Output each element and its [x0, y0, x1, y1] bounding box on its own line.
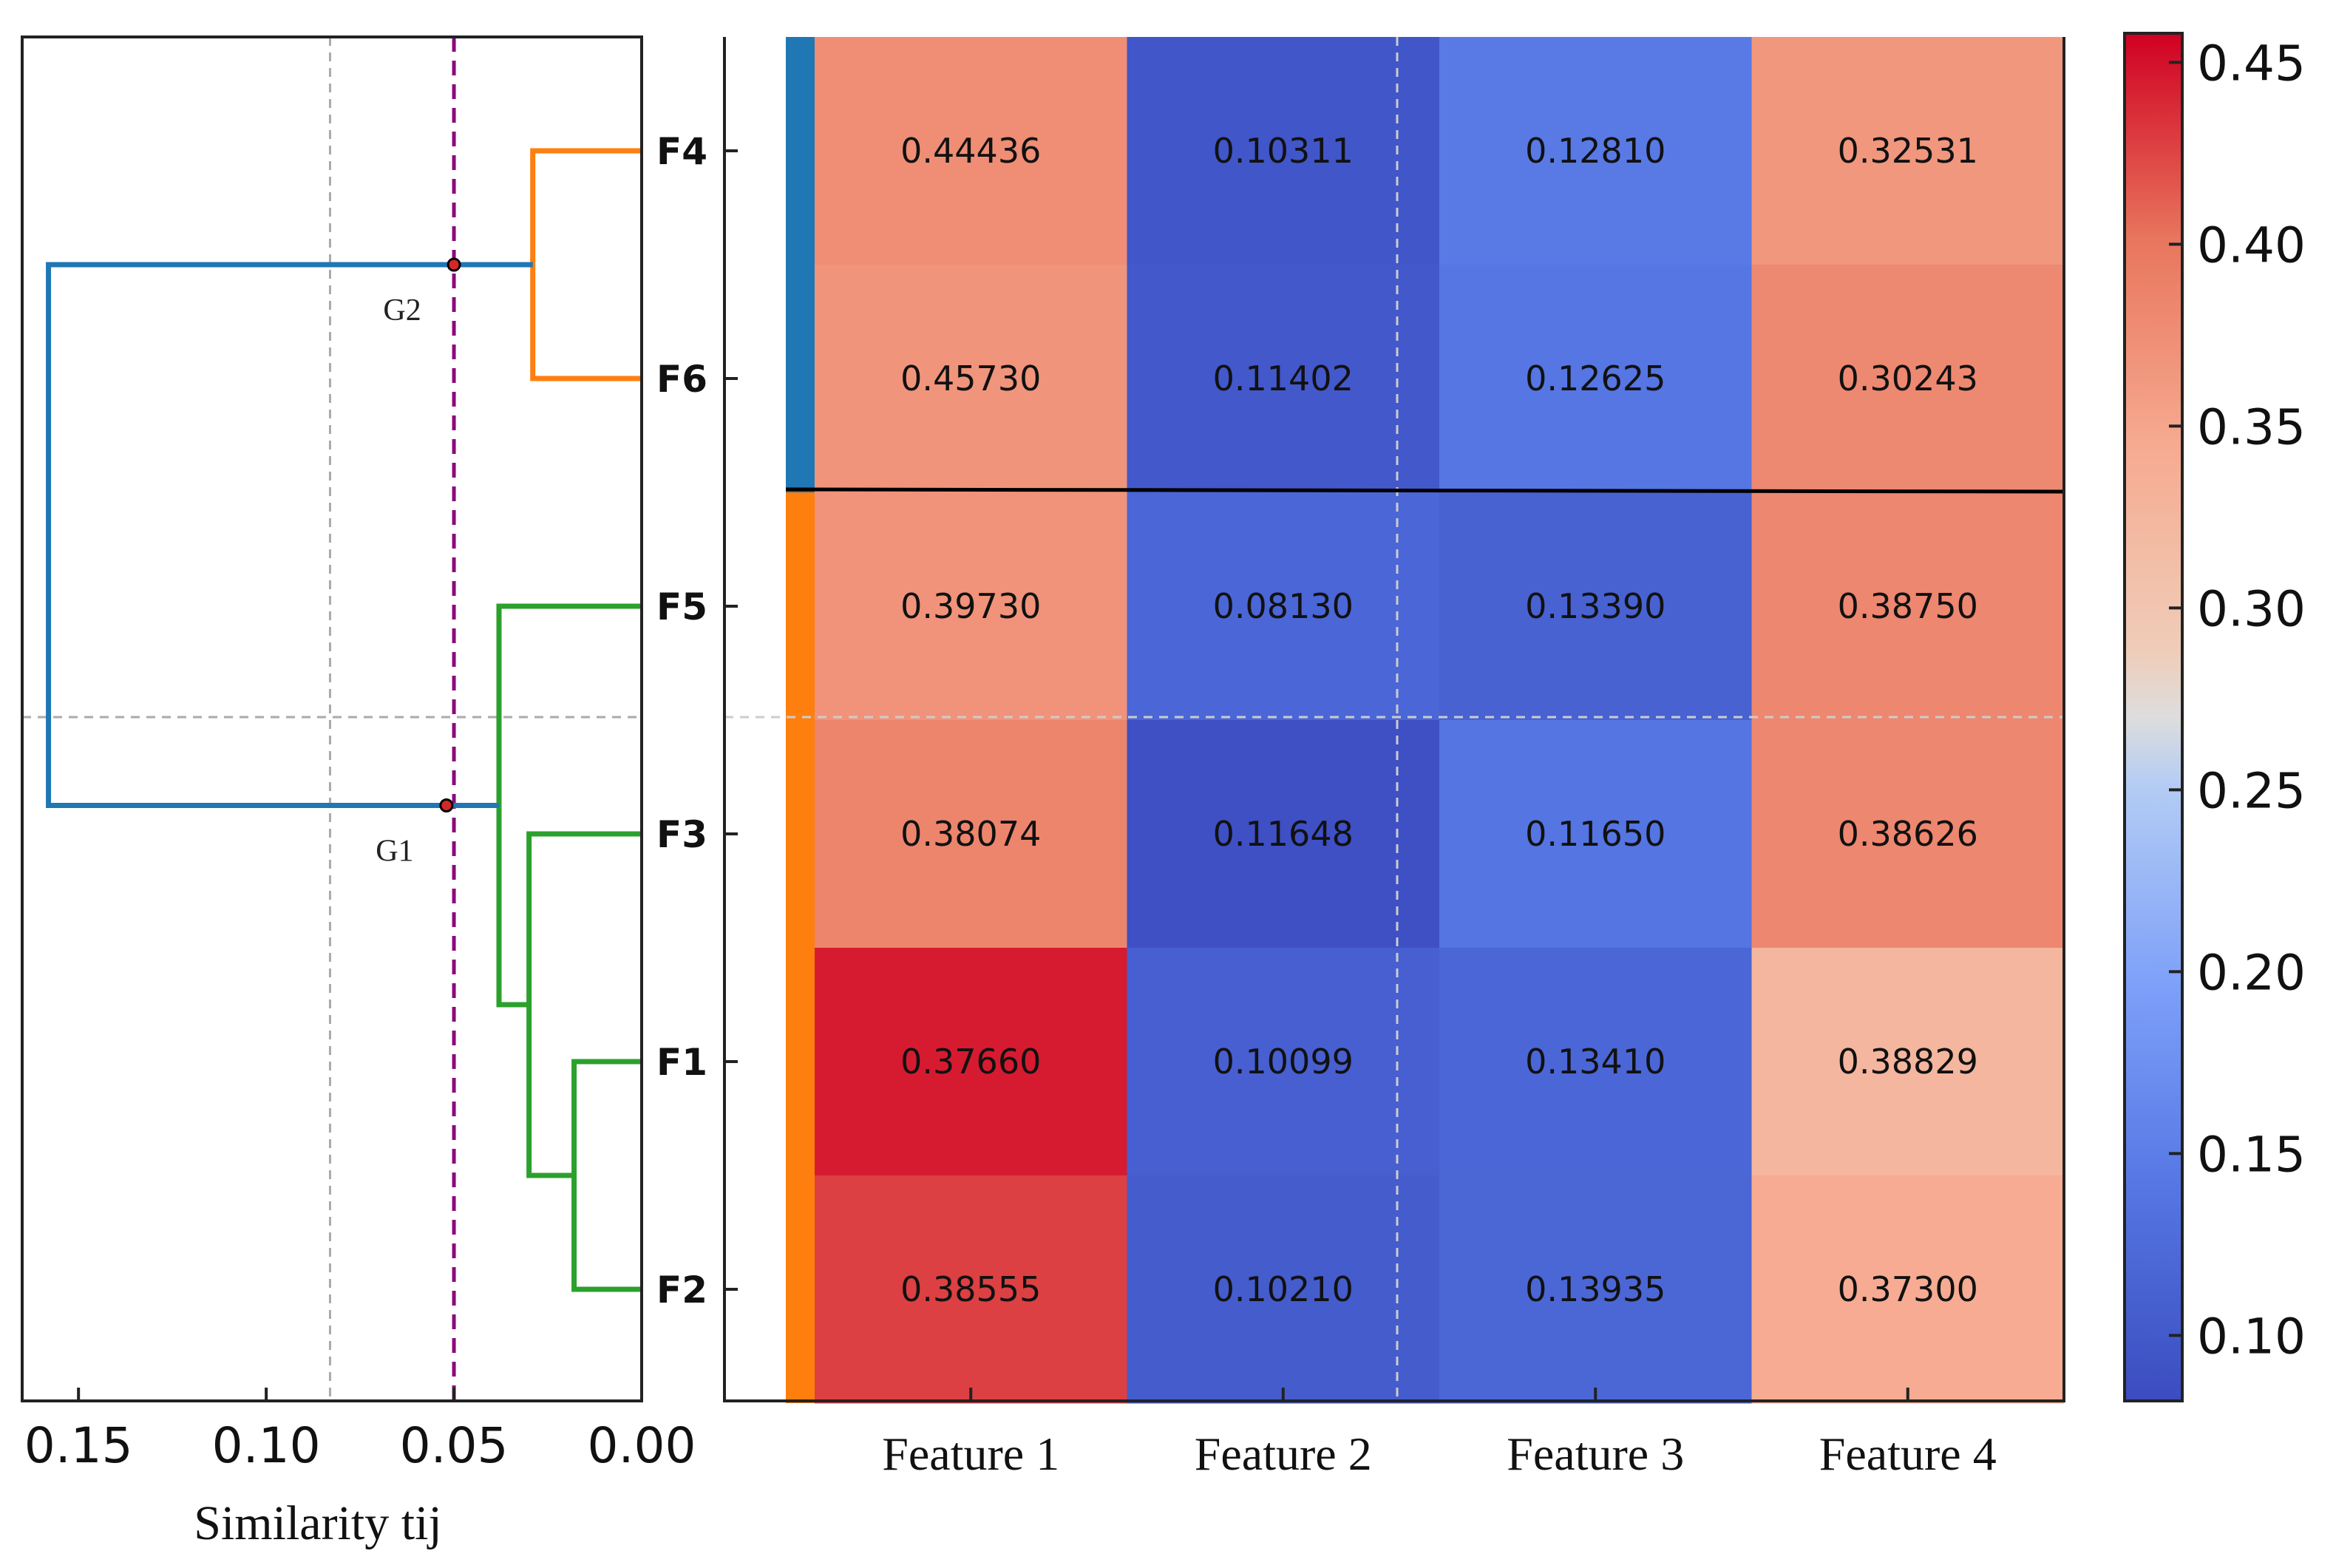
- heatmap-cell-f1-feature-1: [815, 948, 1127, 1176]
- heatmap-cell-f5-feature-4: [1751, 492, 2065, 721]
- heatmap-cell-f1-feature-4: [1751, 948, 2065, 1176]
- dendrogram-x-axis-title: Similarity tij: [194, 1496, 442, 1550]
- heatmap-cell-f2-feature-4: [1751, 1175, 2065, 1404]
- dendrogram-x-tick-label: 0.15: [24, 1417, 133, 1474]
- heatmap-cell-f2-feature-1: [815, 1175, 1127, 1404]
- heatmap-cell-label: 0.37300: [1838, 1269, 1978, 1309]
- heatmap-cell-label: 0.45730: [900, 359, 1041, 398]
- heatmap-cell-label: 0.38750: [1838, 586, 1978, 626]
- group-separator-line: [785, 487, 2065, 494]
- group-color-bar: [786, 37, 815, 1403]
- heatmap-cell-f3-feature-3: [1439, 720, 1752, 948]
- heatmap-column-labels: Feature 1 Feature 2 Feature 3 Feature 4: [882, 1388, 1997, 1480]
- dendrogram-x-tick-label: 0.00: [588, 1417, 696, 1474]
- colorbar-tick-label: 0.25: [2197, 762, 2306, 819]
- colorbar-tick-label: 0.35: [2197, 398, 2306, 455]
- row-label-f2: F2: [656, 1269, 707, 1311]
- colorbar-gradient: [2123, 32, 2184, 1402]
- heatmap-cell-f3-feature-1: [815, 720, 1127, 948]
- heatmap-cell-label: 0.13390: [1525, 586, 1666, 626]
- dendrogram-x-ticks: 0.15 0.10 0.05 0.00: [24, 1388, 696, 1474]
- heatmap-cell-label: 0.38555: [900, 1269, 1041, 1309]
- colorbar-tick-label: 0.20: [2197, 944, 2306, 1001]
- colorbar: 0.10 0.15 0.20 0.25 0.30 0.35 0.40 0.45: [2123, 32, 2306, 1402]
- row-label-f5: F5: [656, 586, 707, 628]
- link-f1-f2: [571, 1059, 642, 1292]
- heatmap-cell-label: 0.38829: [1838, 1042, 1978, 1082]
- heatmap-cell-f4-feature-3: [1439, 37, 1752, 265]
- heatmap-cell-label: 0.11648: [1213, 814, 1354, 854]
- colorbar-tick-label: 0.45: [2197, 35, 2306, 92]
- heatmap-cell-f4-feature-4: [1751, 37, 2065, 265]
- heatmap-cell-label: 0.37660: [900, 1042, 1041, 1082]
- heatmap-cell-label: 0.38626: [1838, 814, 1978, 854]
- dendrogram-frame: [21, 35, 643, 1402]
- heatmap-cell-f2-feature-3: [1439, 1175, 1752, 1404]
- heatmap-cell-label: 0.12625: [1525, 359, 1666, 398]
- column-label-feature-2: Feature 2: [1195, 1428, 1372, 1480]
- group-marker-g2: [447, 257, 461, 272]
- group-label-g2: G2: [383, 293, 421, 327]
- group-bar-segment-2: [786, 492, 815, 1403]
- heatmap-cell-f6-feature-2: [1127, 265, 1440, 493]
- heatmap-cell-f5-feature-3: [1439, 492, 1752, 721]
- colorbar-ticks: 0.10 0.15 0.20 0.25 0.30 0.35 0.40 0.45: [2169, 35, 2306, 1365]
- column-label-feature-3: Feature 3: [1507, 1428, 1684, 1480]
- heatmap-cell-labels: 0.44436 0.10311 0.12810 0.32531 0.45730 0.114…: [900, 131, 1978, 1309]
- row-label-f4: F4: [656, 130, 707, 173]
- heatmap-cell-label: 0.13410: [1525, 1042, 1666, 1082]
- link-f3-f1-f2: [526, 831, 642, 1178]
- heatmap-cell-f3-feature-4: [1751, 720, 2065, 948]
- heatmap-cells: [815, 37, 2065, 1404]
- colorbar-tick-label: 0.15: [2197, 1126, 2306, 1183]
- group-bar-segment-1: [786, 37, 815, 492]
- group-marker-g1: [439, 798, 454, 812]
- dendrogram-links: [46, 148, 642, 1292]
- heatmap-cell-label: 0.08130: [1213, 586, 1354, 626]
- column-label-feature-4: Feature 4: [1819, 1428, 1997, 1480]
- row-label-f1: F1: [656, 1041, 707, 1084]
- dendrogram-panel: G2 G1 0.15 0.10 0.05 0.00 Similarity tij: [21, 35, 696, 1550]
- heatmap-cell-f5-feature-2: [1127, 492, 1440, 721]
- heatmap-cell-label: 0.11650: [1525, 814, 1666, 854]
- heatmap-cell-label: 0.10210: [1213, 1269, 1354, 1309]
- heatmap-cell-label: 0.38074: [900, 814, 1041, 854]
- heatmap-cell-f6-feature-3: [1439, 265, 1752, 493]
- heatmap-cell-f2-feature-2: [1127, 1175, 1440, 1404]
- dendrogram-groups: G2 G1: [376, 257, 461, 869]
- heatmap-cell-f1-feature-3: [1439, 948, 1752, 1176]
- heatmap-cell-f5-feature-1: [815, 492, 1127, 721]
- heatmap-panel: 0.44436 0.10311 0.12810 0.32531 0.45730 0.114…: [656, 37, 2065, 1480]
- heatmap-cell-label: 0.13935: [1525, 1269, 1666, 1309]
- heatmap-cell-label: 0.10311: [1213, 131, 1354, 171]
- link-f5-f3-f1-f2: [496, 603, 642, 1008]
- heatmap-cell-f1-feature-2: [1127, 948, 1440, 1176]
- link-f4-f6: [530, 148, 642, 381]
- heatmap-cell-label: 0.10099: [1213, 1042, 1354, 1082]
- heatmap-cell-label: 0.39730: [900, 586, 1041, 626]
- heatmap-cell-label: 0.12810: [1525, 131, 1666, 171]
- heatmap-cell-label: 0.11402: [1213, 359, 1354, 398]
- dendrogram-x-tick-label: 0.05: [400, 1417, 509, 1474]
- link-g2-g1: [46, 262, 533, 808]
- heatmap-cell-label: 0.32531: [1838, 131, 1978, 171]
- heatmap-row-labels: F4 F6 F5 F3 F1 F2: [656, 130, 738, 1311]
- heatmap-cell-label: 0.30243: [1838, 359, 1978, 398]
- row-label-f3: F3: [656, 813, 707, 856]
- heatmap-cell-f3-feature-2: [1127, 720, 1440, 948]
- heatmap-cell-f6-feature-1: [815, 265, 1127, 493]
- heatmap-cell-label: 0.44436: [900, 131, 1041, 171]
- dendrogram-x-tick-label: 0.10: [212, 1417, 321, 1474]
- row-label-f6: F6: [656, 358, 707, 401]
- heatmap-cell-f6-feature-4: [1751, 265, 2065, 493]
- colorbar-tick-label: 0.10: [2197, 1308, 2306, 1365]
- heatmap-cell-f4-feature-1: [815, 37, 1127, 265]
- colorbar-tick-label: 0.30: [2197, 580, 2306, 637]
- colorbar-tick-label: 0.40: [2197, 217, 2306, 274]
- group-label-g1: G1: [376, 835, 413, 869]
- column-label-feature-1: Feature 1: [882, 1428, 1059, 1480]
- heatmap-cell-f4-feature-2: [1127, 37, 1440, 265]
